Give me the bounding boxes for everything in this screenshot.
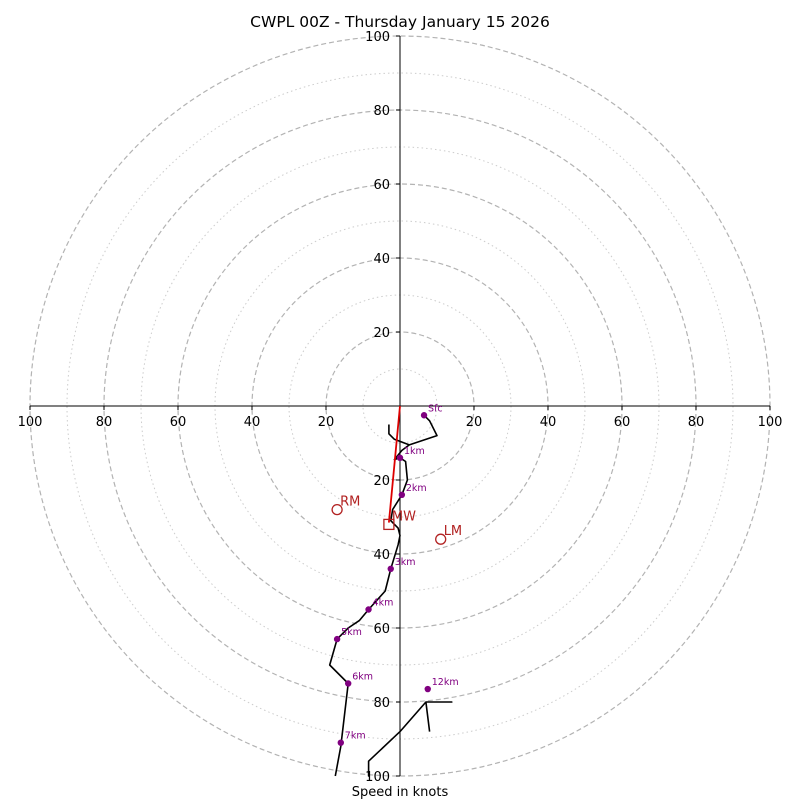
y-tick-label: 80 (373, 696, 390, 711)
height-marker-label: 3km (395, 557, 416, 568)
height-marker-label: 5km (341, 627, 362, 638)
storm-motion-markers: RM MW LM (331, 495, 462, 545)
height-markers: Sfc 1km 2km 3km 4km 5km 6km 7km 12km (333, 403, 459, 746)
y-tick-label: 100 (365, 770, 390, 785)
height-marker-label: 4km (373, 598, 394, 609)
y-tick-label: 40 (373, 252, 390, 267)
height-marker-label: 1km (404, 446, 425, 457)
height-marker-dot (365, 606, 372, 613)
x-axis-label: Speed in knots (352, 785, 449, 800)
y-tick-label: 40 (373, 548, 390, 563)
storm-motion-label: LM (444, 524, 462, 539)
height-marker-label: 7km (345, 731, 366, 742)
height-marker-dot (333, 635, 341, 643)
y-tick-label: 20 (373, 474, 390, 489)
x-tick-label: 40 (540, 415, 557, 430)
storm-motion-square-marker (383, 518, 395, 531)
height-marker-dot (396, 454, 404, 461)
storm-motion-label: MW (392, 509, 416, 524)
height-marker-dot (424, 685, 431, 693)
storm-motion-label: RM (340, 495, 360, 510)
hodograph-upper-segment (367, 701, 453, 777)
hodograph-low-level-segment (388, 424, 410, 446)
chart-title: CWPL 00Z - Thursday January 15 2026 (250, 13, 550, 31)
hodograph-line (328, 414, 438, 777)
hodograph-trace (328, 405, 453, 777)
x-tick-label: 60 (614, 415, 631, 430)
y-tick-label: 60 (373, 178, 390, 193)
x-tick-label: 100 (18, 415, 43, 430)
height-marker-dot (337, 739, 344, 746)
height-marker-label: Sfc (428, 403, 443, 414)
y-tick-label: 100 (365, 30, 390, 45)
height-marker-dot (387, 565, 394, 572)
y-tick-label: 80 (373, 104, 390, 119)
y-tick-label: 20 (373, 326, 390, 341)
x-tick-label: 20 (466, 415, 483, 430)
x-tick-label: 80 (96, 415, 113, 430)
height-marker-label: 12km (432, 677, 459, 688)
axis-tick-labels: 20 20 20 20 40 40 40 40 60 60 60 60 80 80 80 80 100 100 10… (18, 30, 783, 785)
storm-motion-circle-marker (435, 533, 447, 545)
x-tick-label: 80 (688, 415, 705, 430)
x-tick-label: 20 (318, 415, 335, 430)
storm-motion-circle-marker (331, 503, 343, 516)
x-tick-label: 60 (170, 415, 187, 430)
height-marker-label: 6km (352, 672, 373, 683)
height-marker-dot (398, 491, 406, 498)
x-tick-label: 100 (758, 415, 783, 430)
height-marker-dot (420, 412, 428, 419)
shear-vector-line (388, 405, 401, 523)
x-tick-label: 40 (244, 415, 261, 430)
height-marker-label: 2km (406, 483, 427, 494)
y-tick-label: 60 (373, 622, 390, 637)
height-marker-dot (345, 680, 352, 687)
